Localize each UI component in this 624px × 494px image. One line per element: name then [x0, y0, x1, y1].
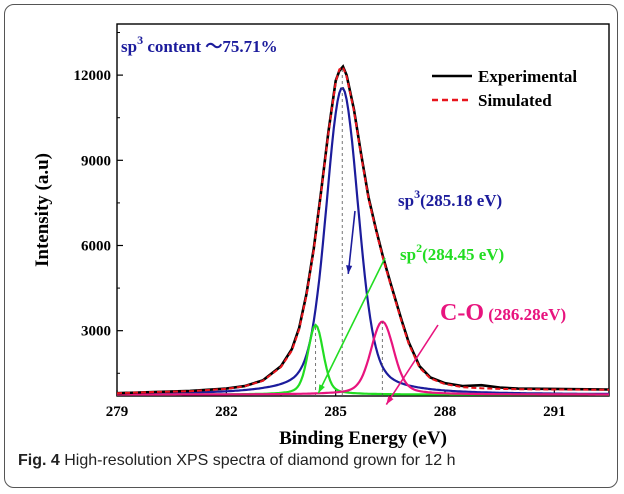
- figure-frame: [4, 4, 618, 488]
- peak-label-sup: 3: [414, 187, 420, 201]
- peak-label-value: (284.45 eV): [422, 245, 504, 264]
- peak-arrow-0: [347, 210, 356, 274]
- legend-label: Simulated: [478, 91, 552, 110]
- peak-label-name: C-O: [440, 300, 484, 326]
- y-tick-label: 3000: [81, 324, 111, 340]
- peak-label-value: (285.18 eV): [420, 191, 502, 210]
- peak-label-name: sp: [398, 191, 414, 210]
- plot-area: [116, 23, 610, 397]
- peak-label-sup: 2: [416, 241, 422, 255]
- content-annotation-sup: 3: [137, 33, 143, 47]
- y-tick-label: 12000: [74, 68, 112, 84]
- peak-curve-0: [117, 86, 609, 395]
- series-line-experimental: [116, 64, 610, 395]
- content-annotation-base: sp: [121, 37, 137, 56]
- peak-curve-1: [117, 323, 609, 396]
- peak-arrow-2: [385, 324, 439, 405]
- content-annotation: sp3 content ～75.71%: [121, 33, 278, 56]
- x-tick-label: 285: [324, 404, 347, 420]
- caption-text: High-resolution XPS spectra of diamond g…: [59, 452, 456, 469]
- peak-label-0: sp3(285.18 eV): [398, 187, 502, 210]
- series-line-simulated: [116, 65, 610, 395]
- x-tick-label: 288: [434, 404, 457, 420]
- peak-arrow-1: [317, 257, 386, 394]
- peak-curve-2: [117, 320, 609, 396]
- peak-arrowhead-1: [318, 384, 325, 394]
- y-tick-label: 6000: [81, 238, 111, 254]
- peak-label-name: sp: [400, 245, 416, 264]
- y-axis-label: Intensity (a.u): [32, 153, 53, 267]
- peak-arrowhead-0: [346, 265, 353, 274]
- legend-label: Experimental: [478, 67, 577, 86]
- x-tick-label: 282: [215, 404, 238, 420]
- peak-label-value: (286.28eV): [484, 305, 566, 324]
- x-tick-label: 291: [543, 404, 566, 420]
- peak-label-1: sp2(284.45 eV): [400, 241, 504, 264]
- x-axis-label: Binding Energy (eV): [279, 428, 447, 449]
- peak-arrowhead-2: [386, 395, 394, 405]
- content-annotation-rest: content ～75.71%: [143, 37, 278, 56]
- caption-label: Fig. 4: [18, 452, 60, 469]
- figure-caption: Fig. 4 High-resolution XPS spectra of di…: [18, 452, 456, 470]
- x-tick-label: 279: [106, 404, 129, 420]
- y-tick-label: 9000: [81, 153, 111, 169]
- peak-label-2: C-O (286.28eV): [440, 300, 566, 326]
